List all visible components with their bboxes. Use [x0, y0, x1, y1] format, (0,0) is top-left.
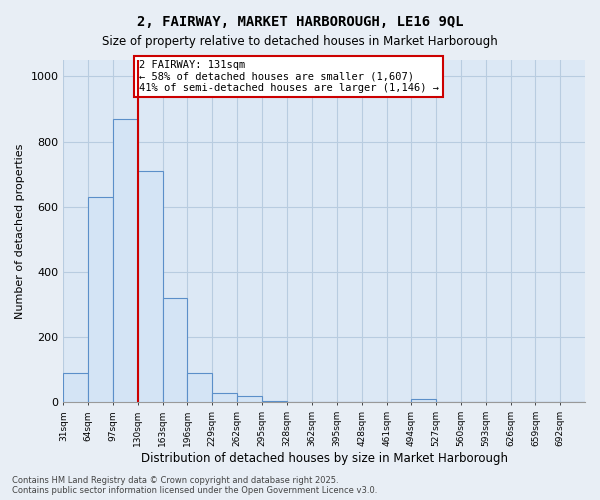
Bar — [64, 373, 88, 402]
Bar — [187, 373, 212, 402]
Bar — [262, 401, 287, 402]
Bar — [138, 171, 163, 402]
Text: 2 FAIRWAY: 131sqm
← 58% of detached houses are smaller (1,607)
41% of semi-detac: 2 FAIRWAY: 131sqm ← 58% of detached hous… — [139, 60, 439, 93]
Text: Contains HM Land Registry data © Crown copyright and database right 2025.
Contai: Contains HM Land Registry data © Crown c… — [12, 476, 377, 495]
Text: Size of property relative to detached houses in Market Harborough: Size of property relative to detached ho… — [102, 35, 498, 48]
Bar — [163, 298, 187, 403]
X-axis label: Distribution of detached houses by size in Market Harborough: Distribution of detached houses by size … — [141, 452, 508, 465]
Bar — [412, 399, 436, 402]
Bar — [212, 392, 237, 402]
Bar — [88, 197, 113, 402]
Bar — [237, 396, 262, 402]
Text: 2, FAIRWAY, MARKET HARBOROUGH, LE16 9QL: 2, FAIRWAY, MARKET HARBOROUGH, LE16 9QL — [137, 15, 463, 29]
Y-axis label: Number of detached properties: Number of detached properties — [15, 144, 25, 319]
Bar — [113, 118, 138, 403]
